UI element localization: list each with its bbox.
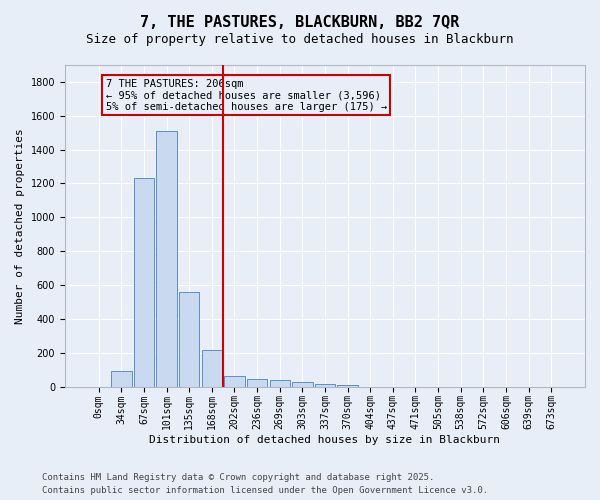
Bar (269, 380, 290, 386)
Bar (134, 178, 154, 386)
X-axis label: Distribution of detached houses by size in Blackburn: Distribution of detached houses by size … (149, 435, 500, 445)
Text: Contains HM Land Registry data © Crown copyright and database right 2025.: Contains HM Land Registry data © Crown c… (42, 474, 434, 482)
Bar (337, 385, 358, 386)
Bar (315, 384, 335, 386)
Bar (224, 376, 245, 386)
Text: 7, THE PASTURES, BLACKBURN, BB2 7QR: 7, THE PASTURES, BLACKBURN, BB2 7QR (140, 15, 460, 30)
Text: 7 THE PASTURES: 206sqm
← 95% of detached houses are smaller (3,596)
5% of semi-d: 7 THE PASTURES: 206sqm ← 95% of detached… (106, 78, 387, 112)
Bar (111, 372, 131, 386)
Bar (247, 379, 267, 386)
Bar (202, 350, 222, 387)
Text: Size of property relative to detached houses in Blackburn: Size of property relative to detached ho… (86, 32, 514, 46)
Bar (292, 382, 313, 386)
Y-axis label: Number of detached properties: Number of detached properties (15, 128, 25, 324)
Text: Contains public sector information licensed under the Open Government Licence v3: Contains public sector information licen… (42, 486, 488, 495)
Bar (179, 292, 199, 386)
Bar (157, 131, 177, 386)
